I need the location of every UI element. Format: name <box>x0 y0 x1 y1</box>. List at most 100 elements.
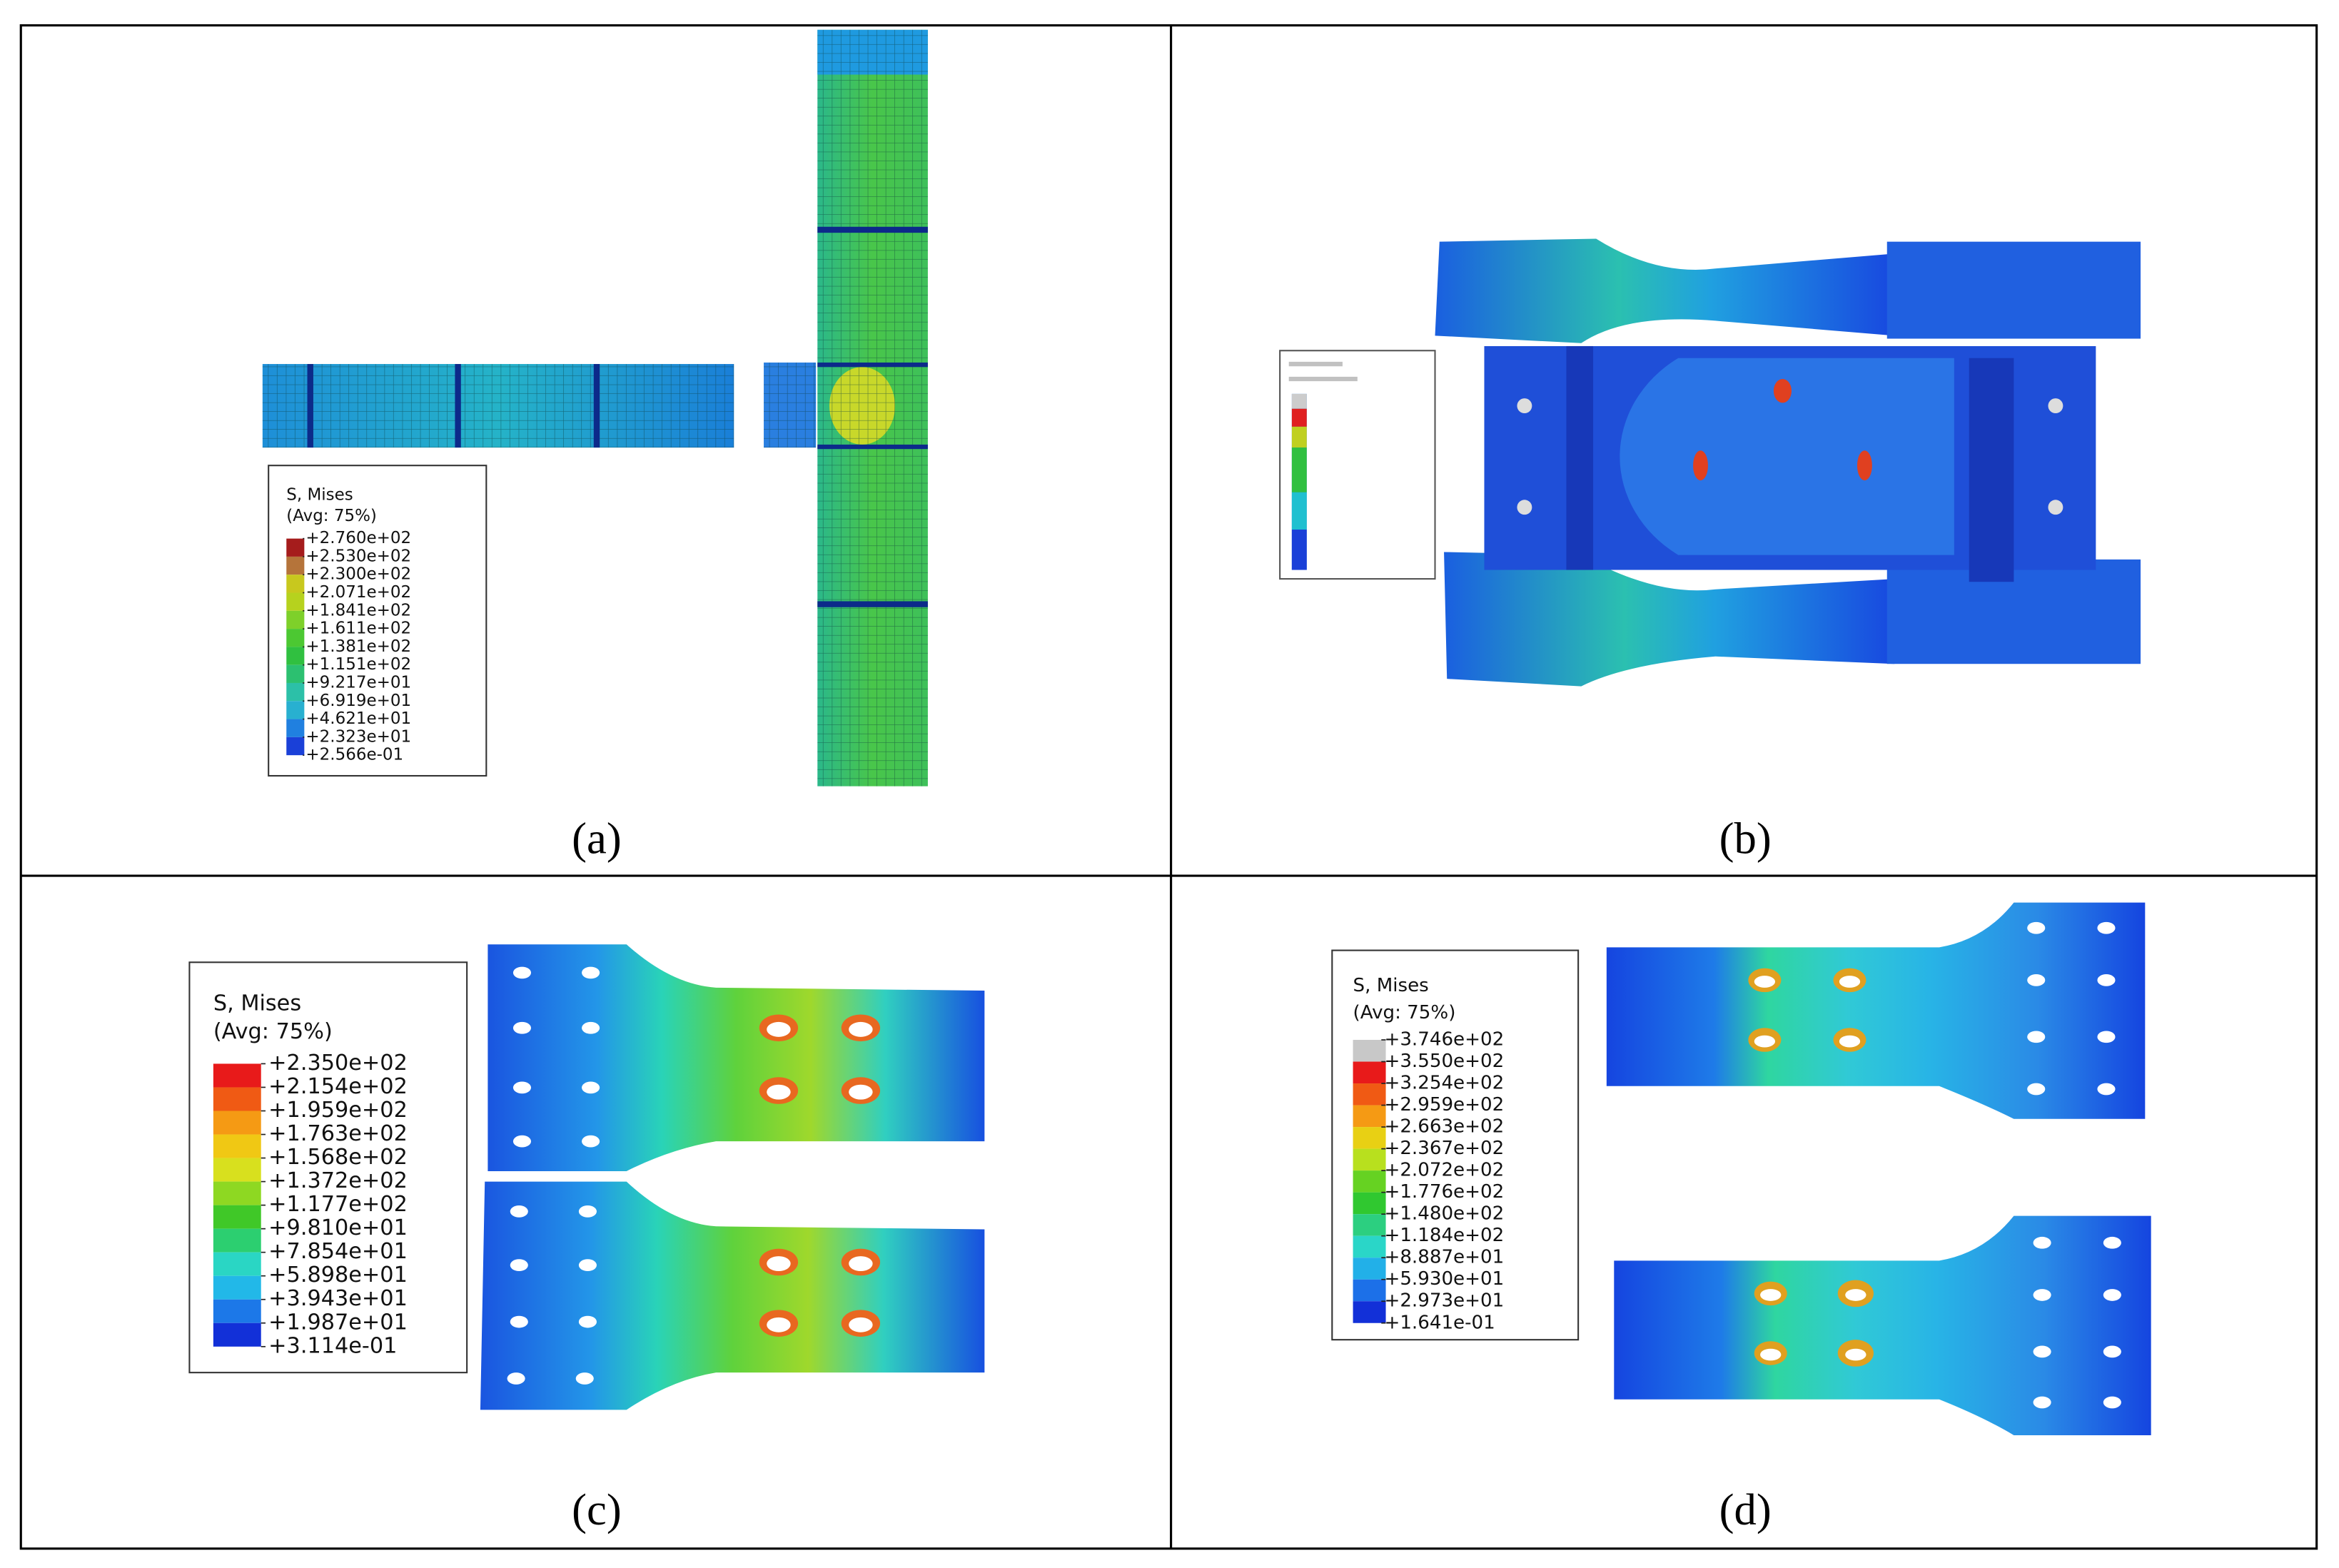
frame <box>19 24 2318 1550</box>
stiffeners <box>307 226 928 607</box>
model-d <box>1331 902 2151 1435</box>
legend-value: +3.943e+01 <box>268 1286 408 1311</box>
legend-swatch <box>286 575 305 593</box>
plate <box>1886 241 2141 339</box>
legend-swatch <box>1353 1192 1386 1215</box>
legend-swatch <box>213 1063 261 1088</box>
legend-value: +5.930e+01 <box>1384 1268 1504 1290</box>
legend-value: +2.300e+02 <box>305 565 411 584</box>
legend-value: +1.372e+02 <box>268 1168 408 1193</box>
legend-value: +2.071e+02 <box>305 583 411 602</box>
legend-value: +2.323e+01 <box>305 727 411 746</box>
legend-value: +1.776e+02 <box>1384 1181 1504 1203</box>
legend-value: +1.763e+02 <box>268 1121 408 1146</box>
legend-swatch <box>286 664 305 683</box>
legend-value: +8.887e+01 <box>1384 1247 1504 1268</box>
legend-value: +2.663e+02 <box>1384 1116 1504 1138</box>
mesh <box>262 364 734 448</box>
legend-value: +4.621e+01 <box>305 709 411 728</box>
legend-swatch <box>1353 1083 1386 1106</box>
mesh <box>817 29 928 786</box>
legend-value: +3.254e+02 <box>1384 1073 1504 1094</box>
legend-value: +2.973e+01 <box>1384 1290 1504 1312</box>
holes <box>507 966 873 1385</box>
legend-swatch <box>286 629 305 647</box>
legend-swatch <box>286 538 305 557</box>
legend-swatch <box>213 1299 261 1323</box>
legend-value: +2.154e+02 <box>268 1074 408 1099</box>
legend-value: +1.987e+01 <box>268 1310 408 1335</box>
legend-swatch <box>1353 1170 1386 1193</box>
plate <box>1606 902 2146 1119</box>
legend-value: +1.568e+02 <box>268 1145 408 1170</box>
angle <box>1969 358 2014 582</box>
legend-value: +9.810e+01 <box>268 1215 408 1240</box>
legend-swatch <box>1353 1301 1386 1323</box>
legend-value: +3.550e+02 <box>1384 1051 1504 1072</box>
legend-swatch <box>1353 1235 1386 1258</box>
model-b <box>1279 238 2141 687</box>
legend-swatch <box>286 682 305 702</box>
legend-value: +1.841e+02 <box>305 601 411 619</box>
holes <box>1754 921 2121 1409</box>
legend-swatch <box>1353 1061 1386 1084</box>
mesh <box>764 362 817 448</box>
legend-value: +1.381e+02 <box>305 637 411 656</box>
holes <box>1693 378 1872 481</box>
plate <box>1614 1215 2151 1435</box>
legend-value: +7.854e+01 <box>268 1239 408 1264</box>
legend-box <box>268 465 487 777</box>
legend-value: +2.530e+02 <box>305 547 411 565</box>
legend-swatch <box>286 719 305 737</box>
legend-title: S, Mises <box>286 486 353 505</box>
legend-swatch <box>1353 1040 1386 1062</box>
legend-swatch <box>286 737 305 756</box>
legend-swatch <box>1353 1105 1386 1128</box>
legend-illegible <box>1288 361 1358 570</box>
legend-swatch <box>286 556 305 575</box>
legend-swatch <box>1353 1258 1386 1280</box>
bolts <box>1517 398 2063 515</box>
legend-swatch <box>286 592 305 611</box>
legend-value: +2.367e+02 <box>1384 1138 1504 1159</box>
legend-value: +3.746e+02 <box>1384 1029 1504 1051</box>
legend-swatch <box>213 1158 261 1182</box>
legend-value: +5.898e+01 <box>268 1263 408 1288</box>
legend-value: +1.184e+02 <box>1384 1225 1504 1246</box>
plate <box>480 1181 985 1410</box>
legend-value: +1.959e+02 <box>268 1098 408 1123</box>
legend-subtitle: (Avg: 75%) <box>1353 1002 1456 1023</box>
legend-value: +2.072e+02 <box>1384 1160 1504 1181</box>
web <box>1620 358 1954 555</box>
panel-label: (b) <box>1719 813 1772 863</box>
legend-value: +1.151e+02 <box>305 655 411 674</box>
panel-label: (a) <box>572 813 622 863</box>
legend-value: +1.641e-01 <box>1384 1312 1495 1333</box>
legend-value: +3.114e-01 <box>268 1333 397 1358</box>
legend-swatch <box>1353 1279 1386 1302</box>
legend-swatch <box>286 701 305 719</box>
legend-value: +2.350e+02 <box>268 1051 408 1076</box>
legend-swatch <box>213 1252 261 1276</box>
legend-swatch <box>1353 1127 1386 1149</box>
legend-value: +1.611e+02 <box>305 619 411 638</box>
model-c <box>188 944 985 1410</box>
angle <box>1566 345 1594 570</box>
legend-swatch <box>1353 1214 1386 1236</box>
legend-subtitle: (Avg: 75%) <box>286 507 377 525</box>
legend-swatch <box>213 1275 261 1300</box>
legend-value: +2.566e-01 <box>305 746 403 764</box>
legend-value: +9.217e+01 <box>305 673 411 692</box>
model-a <box>262 29 928 786</box>
legend-swatch <box>286 647 305 665</box>
legend-swatch <box>213 1205 261 1229</box>
plate <box>1435 238 1895 343</box>
plate <box>1444 552 1895 687</box>
legend-swatch <box>213 1087 261 1111</box>
legend-value: +2.760e+02 <box>305 529 411 547</box>
legend-swatch <box>213 1134 261 1158</box>
legend-title: S, Mises <box>213 991 301 1016</box>
legend-value: +1.177e+02 <box>268 1192 408 1217</box>
legend-value: +1.480e+02 <box>1384 1203 1504 1225</box>
legend-swatch <box>213 1322 261 1347</box>
